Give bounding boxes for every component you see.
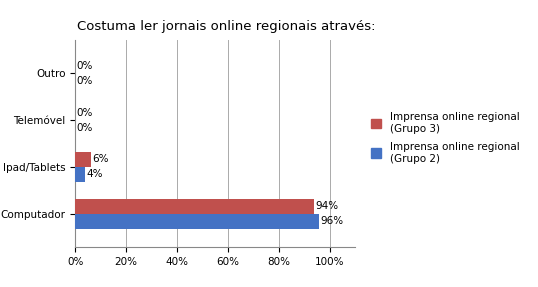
Bar <box>75 152 90 167</box>
Text: Costuma ler jornais online regionais através:: Costuma ler jornais online regionais atr… <box>77 20 375 33</box>
Text: 0%: 0% <box>76 123 93 133</box>
Text: 6%: 6% <box>92 154 108 164</box>
Text: 0%: 0% <box>76 75 93 86</box>
Bar <box>75 167 86 182</box>
Text: 94%: 94% <box>316 201 339 212</box>
Legend: Imprensa online regional
(Grupo 3), Imprensa online regional
(Grupo 2): Imprensa online regional (Grupo 3), Impr… <box>371 112 520 164</box>
Text: 0%: 0% <box>76 61 93 71</box>
Bar <box>75 199 314 214</box>
Text: 4%: 4% <box>87 170 103 179</box>
Text: 0%: 0% <box>76 108 93 117</box>
Bar <box>75 214 320 229</box>
Text: 96%: 96% <box>321 216 344 226</box>
